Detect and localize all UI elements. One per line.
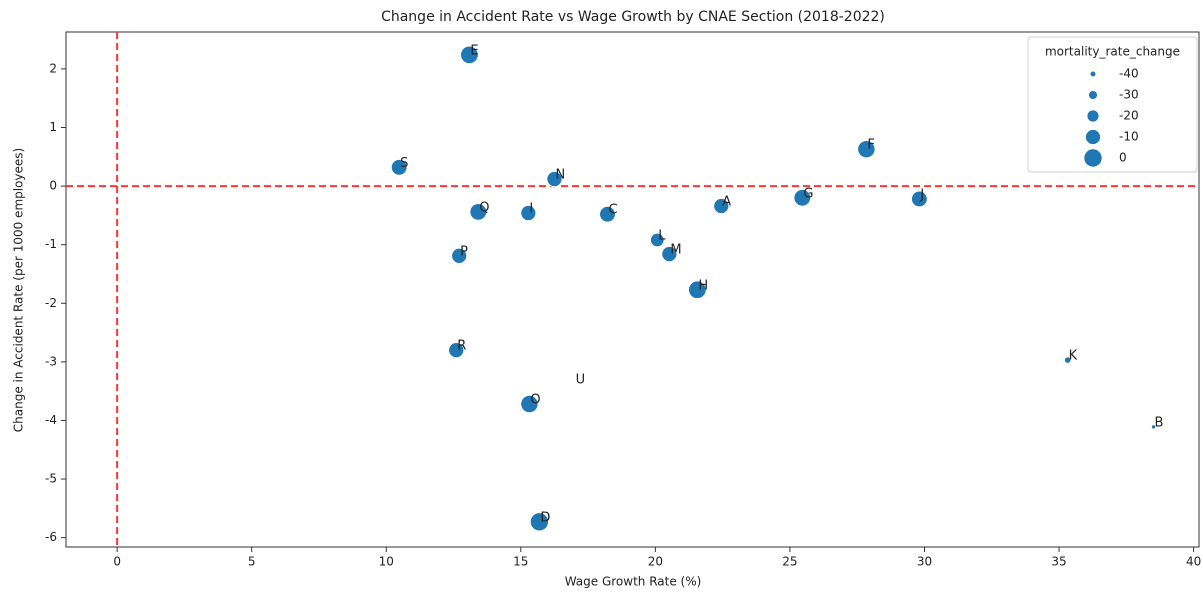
point-label: R bbox=[457, 339, 466, 354]
x-tick-label: 35 bbox=[1051, 555, 1066, 569]
x-tick-label: 0 bbox=[113, 555, 121, 569]
y-tick-label: -5 bbox=[45, 472, 57, 486]
point-label: D bbox=[540, 510, 550, 525]
x-axis-label: Wage Growth Rate (%) bbox=[565, 575, 702, 589]
x-tick-label: 30 bbox=[917, 555, 932, 569]
x-tick-label: 25 bbox=[782, 555, 797, 569]
y-tick-label: -1 bbox=[45, 237, 57, 251]
point bbox=[649, 232, 665, 248]
point-label: U bbox=[576, 373, 586, 388]
legend-marker bbox=[1084, 128, 1102, 146]
point bbox=[546, 170, 563, 188]
point-label: S bbox=[400, 156, 408, 171]
y-tick-label: -6 bbox=[45, 530, 57, 544]
point-label: I bbox=[529, 202, 533, 217]
point bbox=[857, 139, 876, 159]
x-tick-label: 15 bbox=[513, 555, 528, 569]
y-tick-label: 0 bbox=[49, 179, 57, 193]
point-label: E bbox=[470, 43, 478, 58]
point-label: N bbox=[555, 168, 565, 183]
point bbox=[529, 512, 550, 532]
legend-label: -20 bbox=[1119, 109, 1139, 123]
x-tick-label: 20 bbox=[648, 555, 663, 569]
point-label: O bbox=[530, 393, 540, 408]
legend-marker bbox=[1083, 148, 1103, 168]
point-label: C bbox=[608, 203, 617, 218]
point bbox=[793, 188, 812, 207]
point bbox=[1063, 356, 1072, 364]
x-tick-label: 5 bbox=[248, 555, 256, 569]
legend-title: mortality_rate_change bbox=[1045, 45, 1180, 59]
point bbox=[451, 247, 468, 264]
point-label: K bbox=[1069, 349, 1078, 364]
y-tick-label: -3 bbox=[45, 354, 57, 368]
x-tick-label: 40 bbox=[1186, 555, 1201, 569]
point bbox=[599, 205, 616, 223]
point-label: L bbox=[658, 228, 666, 243]
y-tick-label: -2 bbox=[45, 296, 57, 310]
y-tick-label: -4 bbox=[45, 413, 57, 427]
legend-label: 0 bbox=[1119, 151, 1127, 165]
point-label: F bbox=[867, 138, 874, 153]
point bbox=[469, 202, 488, 221]
point-label: J bbox=[919, 187, 924, 202]
legend-marker bbox=[1087, 89, 1099, 101]
point bbox=[687, 280, 707, 300]
point bbox=[661, 245, 678, 263]
point bbox=[460, 45, 479, 65]
point-label: P bbox=[460, 244, 468, 259]
legend-marker bbox=[1089, 70, 1097, 78]
chart-title: Change in Accident Rate vs Wage Growth b… bbox=[381, 9, 885, 25]
plot-frame bbox=[65, 31, 1200, 548]
point-label: G bbox=[803, 186, 813, 201]
point bbox=[713, 197, 730, 215]
point-label: M bbox=[670, 243, 681, 258]
y-tick-label: 1 bbox=[49, 120, 57, 134]
point bbox=[520, 394, 539, 414]
x-tick-label: 10 bbox=[379, 555, 394, 569]
point bbox=[448, 341, 465, 359]
point bbox=[520, 204, 537, 222]
legend-label: -40 bbox=[1119, 67, 1139, 81]
point-label: B bbox=[1155, 415, 1164, 430]
legend-box bbox=[1027, 36, 1198, 173]
point-label: H bbox=[698, 278, 708, 293]
legend-label: -30 bbox=[1119, 88, 1139, 102]
legend-label: -10 bbox=[1119, 130, 1139, 144]
y-axis-label: Change in Accident Rate (per 1000 employ… bbox=[12, 148, 26, 432]
legend-marker bbox=[1086, 109, 1100, 123]
point bbox=[910, 190, 928, 208]
y-tick-label: 2 bbox=[49, 61, 57, 75]
point-label: A bbox=[722, 195, 731, 210]
point bbox=[1150, 424, 1157, 430]
point-label: Q bbox=[479, 200, 489, 215]
point bbox=[390, 158, 408, 176]
